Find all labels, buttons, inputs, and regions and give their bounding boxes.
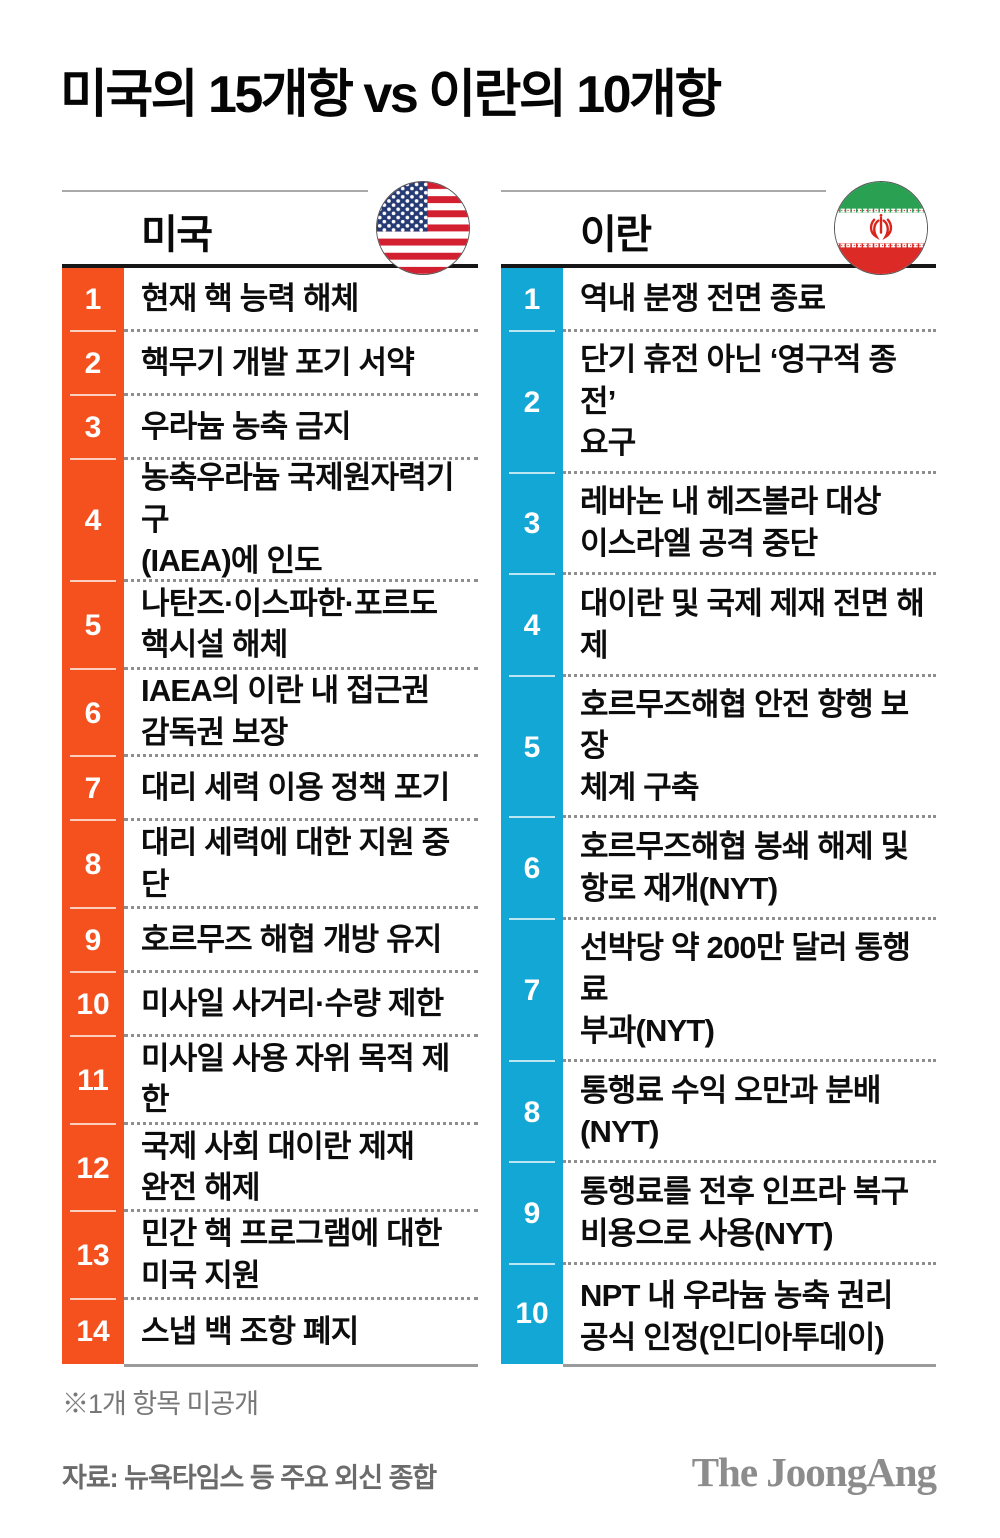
- list-item: 5 호르무즈해협 안전 항행 보장 체계 구축: [501, 676, 936, 819]
- column-us: 미국: [62, 181, 478, 1367]
- list-item: 10 NPT 내 우라늄 농축 권리 공식 인정(인디아투데이): [501, 1265, 936, 1364]
- item-number: 14: [62, 1300, 124, 1365]
- list-item: 3 레바논 내 헤즈볼라 대상 이스라엘 공격 중단: [501, 473, 936, 576]
- publisher-logo: The JoongAng: [691, 1449, 937, 1495]
- header-hairline: [501, 190, 826, 192]
- item-text: 선박당 약 200만 달러 통행료 부과(NYT): [563, 920, 936, 1062]
- item-number: 5: [501, 676, 563, 819]
- list-item: 6 호르무즈해협 봉쇄 해제 및 항로 재개(NYT): [501, 818, 936, 921]
- item-text: 대리 세력에 대한 지원 중단: [124, 821, 478, 910]
- header-hairline: [62, 190, 368, 192]
- list-item: 4 대이란 및 국제 제재 전면 해제: [501, 575, 936, 678]
- list-item: 12 국제 사회 대이란 제재 완전 해제: [62, 1124, 478, 1214]
- item-number: 2: [62, 332, 124, 397]
- item-text: 국제 사회 대이란 제재 완전 해제: [124, 1125, 478, 1213]
- item-text: 호르무즈 해협 개방 유지: [124, 909, 478, 974]
- item-text: 통행료를 전후 인프라 복구 비용으로 사용(NYT): [563, 1163, 936, 1266]
- list-item: 2 단기 휴전 아닌 ‘영구적 종전’ 요구: [501, 332, 936, 475]
- list-item: 7 대리 세력 이용 정책 포기: [62, 757, 478, 823]
- column-iran-header: 이란: [501, 181, 936, 275]
- item-number: 1: [501, 268, 563, 333]
- list-item: 1 역내 분쟁 전면 종료: [501, 268, 936, 333]
- item-number: 10: [62, 973, 124, 1039]
- list-item: 13 민간 핵 프로그램에 대한 미국 지원: [62, 1212, 478, 1301]
- item-text: 호르무즈해협 봉쇄 해제 및 항로 재개(NYT): [563, 818, 936, 921]
- us-items-list: 1 현재 핵 능력 해체 2 핵무기 개발 포기 서약 3 우라늄 농축 금지 …: [62, 264, 478, 1365]
- item-number: 6: [62, 669, 124, 759]
- item-text: 대리 세력 이용 정책 포기: [124, 757, 478, 822]
- iran-items-list: 1 역내 분쟁 전면 종료 2 단기 휴전 아닌 ‘영구적 종전’ 요구 3 레…: [501, 264, 936, 1364]
- list-item: 6 IAEA의 이란 내 접근권 감독권 보장: [62, 669, 478, 759]
- list-item: 4 농축우라늄 국제원자력기구 (IAEA)에 인도: [62, 460, 478, 583]
- item-text: 역내 분쟁 전면 종료: [563, 268, 936, 332]
- item-text: 나탄즈·이스파한·포르도 핵시설 해체: [124, 582, 478, 670]
- item-text: 핵무기 개발 포기 서약: [124, 332, 478, 396]
- item-text: 민간 핵 프로그램에 대한 미국 지원: [124, 1212, 478, 1301]
- item-text: 대이란 및 국제 제재 전면 해제: [563, 575, 936, 677]
- item-text: 현재 핵 능력 해체: [124, 268, 478, 332]
- item-number: 10: [501, 1265, 563, 1364]
- list-item: 9 통행료를 전후 인프라 복구 비용으로 사용(NYT): [501, 1163, 936, 1266]
- item-text: 농축우라늄 국제원자력기구 (IAEA)에 인도: [124, 460, 478, 582]
- iran-flag-icon: [834, 181, 928, 275]
- item-text: 레바논 내 헤즈볼라 대상 이스라엘 공격 중단: [563, 474, 936, 576]
- page-title: 미국의 15개항 vs 이란의 10개항: [60, 66, 722, 124]
- item-number: 7: [62, 757, 124, 823]
- item-number: 3: [62, 396, 124, 461]
- item-number: 6: [501, 818, 563, 921]
- list-item: 7 선박당 약 200만 달러 통행료 부과(NYT): [501, 920, 936, 1063]
- column-us-title: 미국: [141, 213, 213, 257]
- list-item: 2 핵무기 개발 포기 서약: [62, 332, 478, 397]
- footnote: ※1개 항목 미공개: [62, 1389, 259, 1419]
- list-item: 8 통행료 수익 오만과 분배 (NYT): [501, 1061, 936, 1165]
- item-number: 11: [62, 1037, 124, 1126]
- item-number: 2: [501, 332, 563, 475]
- column-iran: 이란: [501, 181, 936, 1367]
- item-text: 스냅 백 조항 폐지: [141, 1314, 359, 1350]
- column-bottom-line: [124, 1364, 478, 1367]
- item-number: 7: [501, 920, 563, 1063]
- item-number: 4: [501, 575, 563, 678]
- item-number: 3: [501, 473, 563, 576]
- us-flag-icon: [376, 181, 470, 275]
- list-item: 10 미사일 사거리·수량 제한: [62, 973, 478, 1039]
- list-item: 5 나탄즈·이스파한·포르도 핵시설 해체: [62, 582, 478, 671]
- column-iran-title: 이란: [580, 213, 652, 257]
- item-number: 1: [62, 268, 124, 333]
- list-item: 8 대리 세력에 대한 지원 중단: [62, 821, 478, 910]
- item-text: 미사일 사거리·수량 제한: [124, 973, 478, 1038]
- item-number: 8: [62, 821, 124, 910]
- item-text: IAEA의 이란 내 접근권 감독권 보장: [124, 670, 478, 758]
- column-bottom-line: [563, 1364, 936, 1367]
- item-number: 9: [62, 909, 124, 975]
- source-credit: 자료: 뉴욕타임스 등 주요 외신 종합: [62, 1463, 437, 1493]
- item-text: 호르무즈해협 안전 항행 보장 체계 구축: [563, 677, 936, 819]
- item-number: 5: [62, 582, 124, 671]
- list-item: 11 미사일 사용 자위 목적 제한: [62, 1037, 478, 1126]
- list-item: 14 스냅 백 조항 폐지: [62, 1300, 478, 1365]
- item-number: 13: [62, 1212, 124, 1301]
- item-text: 우라늄 농축 금지: [124, 396, 478, 460]
- item-text: 통행료 수익 오만과 분배 (NYT): [563, 1062, 936, 1164]
- item-number: 4: [62, 460, 124, 583]
- list-item: 1 현재 핵 능력 해체: [62, 268, 478, 333]
- item-text: NPT 내 우라늄 농축 권리 공식 인정(인디아투데이): [580, 1278, 893, 1355]
- item-text: 미사일 사용 자위 목적 제한: [124, 1037, 478, 1125]
- item-number: 12: [62, 1124, 124, 1214]
- item-number: 9: [501, 1163, 563, 1266]
- item-number: 8: [501, 1061, 563, 1165]
- list-item: 9 호르무즈 해협 개방 유지: [62, 909, 478, 975]
- item-text: 단기 휴전 아닌 ‘영구적 종전’ 요구: [563, 332, 936, 474]
- column-us-header: 미국: [62, 181, 478, 275]
- list-item: 3 우라늄 농축 금지: [62, 396, 478, 461]
